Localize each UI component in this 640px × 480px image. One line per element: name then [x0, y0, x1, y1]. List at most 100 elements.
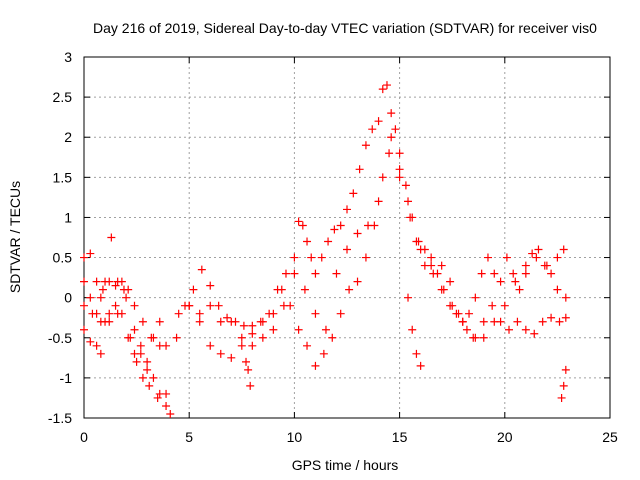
plot-border: [83, 56, 611, 419]
data-point: [446, 277, 455, 286]
data-point: [324, 237, 333, 246]
data-point: [538, 317, 547, 326]
data-point: [172, 333, 181, 342]
data-point: [290, 269, 299, 278]
data-point: [561, 313, 570, 322]
data-point: [343, 245, 351, 254]
data-point: [227, 317, 236, 326]
data-point: [321, 325, 330, 334]
data-point: [483, 253, 492, 262]
grid: [84, 57, 610, 418]
data-point: [96, 317, 105, 326]
y-tick-label: -1: [60, 370, 73, 386]
data-point: [412, 237, 421, 246]
data-point: [385, 149, 394, 158]
data-point: [143, 357, 152, 366]
data-point: [80, 325, 88, 334]
data-point: [469, 333, 478, 342]
data-point: [330, 225, 339, 234]
data-point: [166, 409, 175, 418]
data-point: [300, 285, 309, 294]
y-tick-label: 0.5: [53, 250, 73, 266]
data-point: [145, 381, 154, 390]
data-point: [416, 361, 425, 370]
data-point: [496, 277, 505, 286]
data-point: [561, 365, 570, 374]
axis-ticks: 0 5 10 15 20 25 -1.5 -1 -0.5 0 0.5 1 1.5 2 2.5 3: [48, 49, 618, 445]
data-point: [248, 321, 257, 330]
data-point: [80, 277, 88, 286]
data-point: [214, 301, 223, 310]
data-point: [395, 165, 404, 174]
data-point: [479, 317, 488, 326]
data-point: [387, 109, 396, 118]
data-point: [395, 173, 404, 182]
series-track-g: [185, 149, 570, 362]
data-point: [269, 325, 278, 334]
data-point: [143, 365, 152, 374]
data-point: [542, 261, 551, 270]
data-point: [122, 293, 131, 302]
data-point: [557, 393, 566, 402]
data-point: [319, 349, 328, 358]
data-point: [279, 301, 288, 310]
data-point: [216, 317, 225, 326]
data-point: [277, 285, 286, 294]
x-tick-label: 15: [392, 429, 408, 445]
x-tick-label: 0: [80, 429, 88, 445]
data-point: [258, 333, 267, 342]
data-point: [290, 253, 299, 262]
data-point: [311, 361, 320, 370]
y-tick-label: 1: [64, 209, 72, 225]
data-point: [307, 253, 316, 262]
data-point: [465, 309, 474, 318]
y-tick-label: 2: [64, 129, 72, 145]
data-point: [244, 365, 253, 374]
data-point: [521, 261, 530, 270]
data-point: [343, 205, 351, 214]
data-point: [553, 253, 562, 262]
data-point: [101, 277, 110, 286]
data-point: [349, 189, 358, 198]
data-point: [500, 301, 509, 310]
data-point: [547, 313, 556, 322]
data-point: [130, 349, 139, 358]
data-point: [294, 217, 303, 226]
data-point: [521, 325, 530, 334]
data-point: [281, 269, 290, 278]
data-point: [246, 381, 255, 390]
data-point: [138, 317, 147, 326]
data-point: [155, 317, 164, 326]
data-point: [378, 173, 387, 182]
data-point: [532, 253, 541, 262]
y-tick-label: -1.5: [48, 410, 72, 426]
data-point: [303, 237, 312, 246]
data-point: [429, 269, 438, 278]
data-point: [130, 325, 139, 334]
data-point: [113, 309, 122, 318]
data-point: [269, 309, 278, 318]
data-point: [174, 309, 183, 318]
data-point: [437, 285, 446, 294]
data-point: [206, 301, 215, 310]
data-point: [98, 285, 107, 294]
data-point: [227, 353, 236, 362]
data-point: [162, 389, 171, 398]
data-point: [490, 317, 499, 326]
data-point: [105, 309, 114, 318]
data-point: [237, 333, 246, 342]
data-point: [378, 85, 387, 94]
data-point: [416, 245, 425, 254]
data-point: [317, 253, 326, 262]
data-point: [374, 117, 383, 126]
data-point: [111, 301, 120, 310]
data-point: [454, 309, 463, 318]
data-point: [239, 321, 248, 330]
data-point: [404, 197, 413, 206]
data-point: [92, 277, 101, 286]
data-point: [462, 325, 471, 334]
data-point: [471, 293, 480, 302]
data-point: [119, 285, 128, 294]
data-point: [412, 349, 421, 358]
